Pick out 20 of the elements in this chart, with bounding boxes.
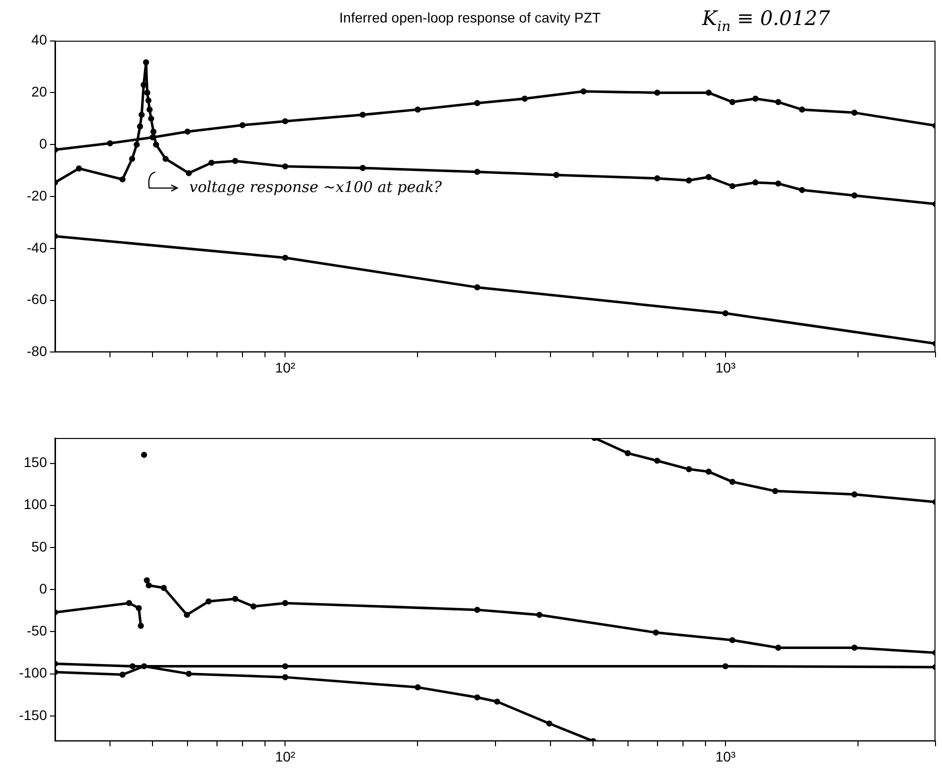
annotation: voltage response ~x100 at peak? [189,178,443,196]
y-tick-label: 100 [24,496,48,512]
y-tick-label: 50 [31,538,48,554]
y-tick-label: -40 [26,239,48,256]
x-tick-label: 10³ [715,359,736,376]
y-tick-label: 40 [31,32,48,48]
y-tick-label: -100 [18,664,48,681]
y-tick-label: -80 [26,343,48,360]
x-tick-label: 10³ [715,748,736,764]
y-tick-label: 0 [39,580,48,596]
chart-title: Inferred open-loop response of cavity PZT [339,9,602,26]
y-tick-label: 0 [39,135,48,152]
x-tick-label: 10² [275,748,296,764]
y-tick-label: -50 [26,622,48,639]
y-tick-label: -60 [26,291,48,308]
y-tick-label: 20 [31,84,48,100]
x-tick-label: 10² [275,359,296,376]
y-tick-label: -20 [26,187,48,204]
y-tick-label: -150 [18,706,48,723]
y-tick-label: 150 [24,454,48,470]
